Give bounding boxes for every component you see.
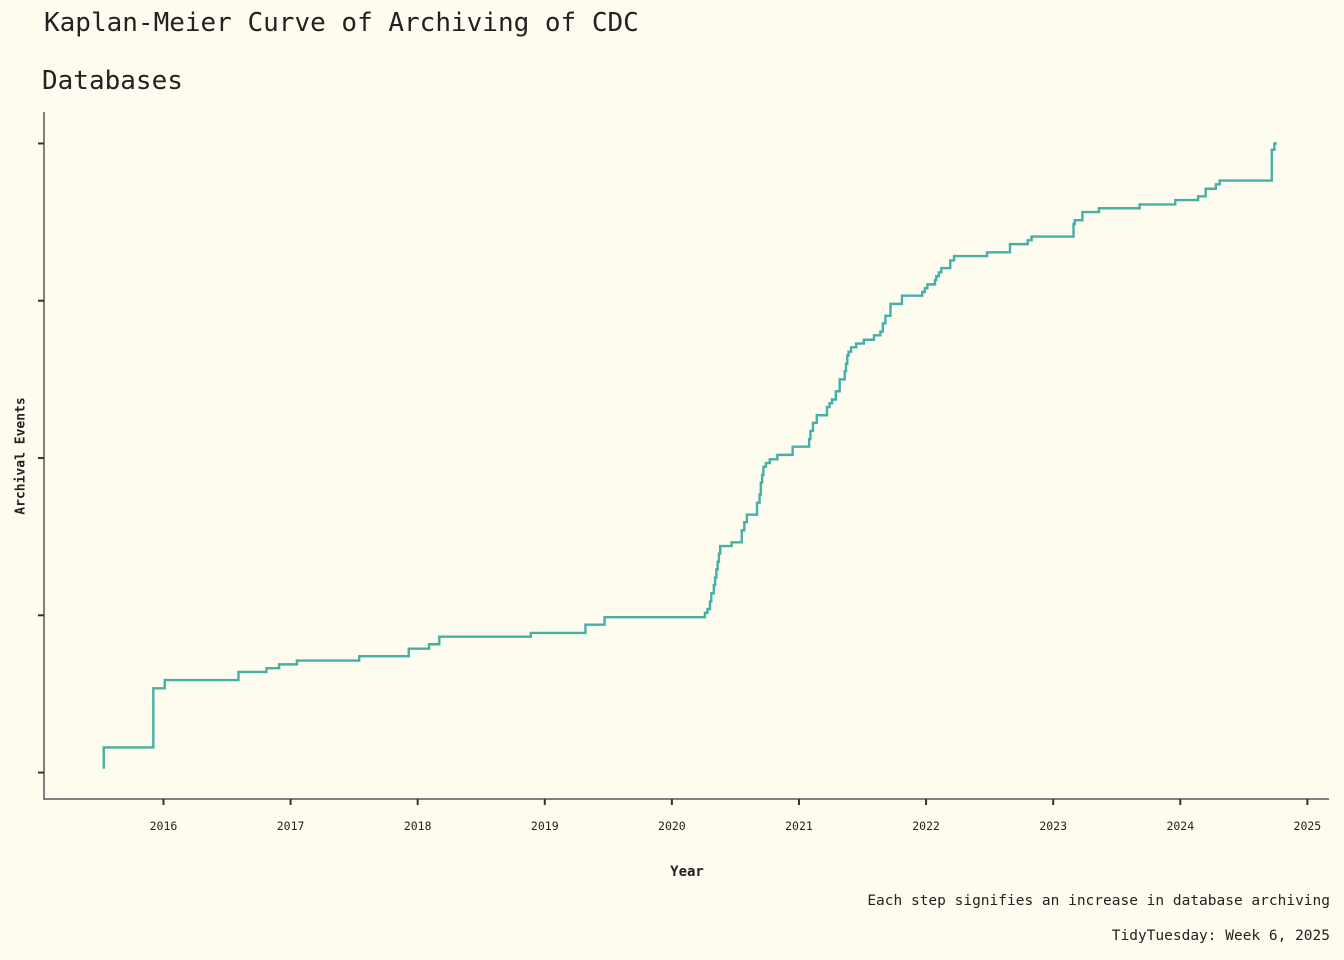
y-axis-label: Archival Events (13, 397, 29, 515)
x-tick-label-0: 2016 (150, 819, 178, 833)
x-tick-label-5: 2021 (785, 819, 813, 833)
caption-source: TidyTuesday: Week 6, 2025 (1111, 928, 1330, 944)
x-tick-label-3: 2019 (531, 819, 559, 833)
x-tick-label-7: 2023 (1039, 819, 1067, 833)
chart-marks (102, 142, 1277, 769)
x-tick-label-8: 2024 (1166, 819, 1194, 833)
x-tick-label-1: 2017 (277, 819, 305, 833)
chart-axes: 2016 2017 2018 2019 2020 2021 2022 2023 2024 2025 (38, 112, 1329, 833)
x-tick-label-2: 2018 (404, 819, 432, 833)
km-step-line-0 (102, 142, 1277, 769)
x-tick-label-9: 2025 (1294, 819, 1322, 833)
chart-title-line-2: Databases (42, 66, 183, 96)
x-tick-label-4: 2020 (658, 819, 686, 833)
chart-title-line-1: Kaplan-Meier Curve of Archiving of CDC (44, 8, 639, 38)
x-axis-label: Year (670, 864, 704, 880)
x-tick-label-6: 2022 (912, 819, 940, 833)
caption-note: Each step signifies an increase in datab… (867, 893, 1330, 909)
